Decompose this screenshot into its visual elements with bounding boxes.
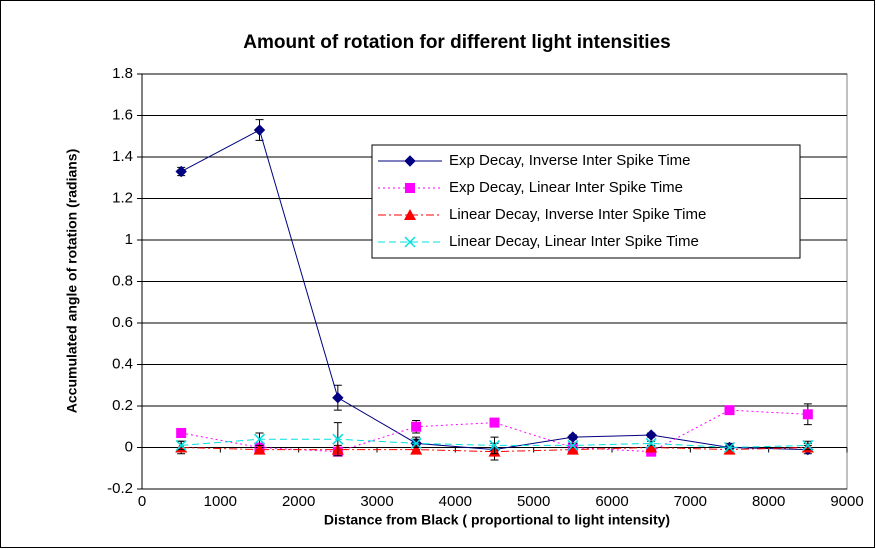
x-tick-label: 5000 xyxy=(517,493,550,510)
x-tick-label: 9000 xyxy=(830,493,863,510)
y-tick-label: 1.6 xyxy=(112,106,133,123)
x-tick-label: 4000 xyxy=(439,493,472,510)
y-tick-label: 0 xyxy=(125,438,133,455)
marker xyxy=(411,421,422,432)
legend-label: Exp Decay, Inverse Inter Spike Time xyxy=(449,152,691,169)
marker xyxy=(645,441,658,453)
x-tick-label: 8000 xyxy=(752,493,785,510)
y-tick-label: 1.4 xyxy=(112,148,133,165)
x-tick-label: 1000 xyxy=(204,493,237,510)
legend-label: Linear Decay, Linear Inter Spike Time xyxy=(449,233,699,250)
marker xyxy=(175,439,187,451)
y-axis-title: Accumulated angle of rotation (radians) xyxy=(64,149,80,413)
legend-marker xyxy=(405,183,415,193)
marker xyxy=(724,405,735,416)
y-tick-label: 0.4 xyxy=(112,355,133,372)
marker xyxy=(802,439,814,451)
legend-label: Linear Decay, Inverse Inter Spike Time xyxy=(449,206,706,223)
y-tick-label: 0.2 xyxy=(112,397,133,414)
y-tick-label: 1.2 xyxy=(112,189,133,206)
y-tick-label: 0.8 xyxy=(112,272,133,289)
legend-box xyxy=(371,144,801,259)
marker xyxy=(175,165,187,178)
marker xyxy=(567,439,579,451)
marker xyxy=(488,439,501,451)
series-line xyxy=(181,409,808,453)
legend-marker xyxy=(404,209,416,220)
marker xyxy=(332,391,344,404)
marker xyxy=(176,427,187,438)
marker xyxy=(253,433,266,445)
x-tick-label: 7000 xyxy=(674,493,707,510)
marker xyxy=(332,433,344,445)
marker xyxy=(410,443,423,455)
legend-label: Exp Decay, Linear Inter Spike Time xyxy=(449,179,683,196)
x-tick-label: 6000 xyxy=(595,493,628,510)
chart-title: Amount of rotation for different light i… xyxy=(243,32,670,53)
marker xyxy=(645,437,657,449)
marker xyxy=(567,431,579,443)
marker xyxy=(253,443,266,455)
marker xyxy=(802,409,813,420)
legend: Exp Decay, Inverse Inter Spike Time Exp D… xyxy=(371,144,801,259)
y-tick-label: -0.2 xyxy=(107,480,133,497)
marker xyxy=(566,443,579,455)
legend-marker xyxy=(404,236,416,248)
y-tick-label: 1.8 xyxy=(112,65,133,82)
x-tick-label: 0 xyxy=(138,493,146,510)
marker xyxy=(253,124,266,136)
y-tick-label: 1 xyxy=(125,231,133,248)
x-tick-label: 2000 xyxy=(282,493,315,510)
x-axis-title: Distance from Black ( proportional to li… xyxy=(324,512,670,528)
marker xyxy=(723,441,736,454)
y-tick-label: 0.6 xyxy=(112,314,133,331)
series xyxy=(175,422,814,457)
marker xyxy=(410,437,422,449)
x-tick-label: 3000 xyxy=(360,493,393,510)
marker xyxy=(489,417,500,428)
marker xyxy=(645,429,657,441)
legend-marker xyxy=(404,155,416,167)
